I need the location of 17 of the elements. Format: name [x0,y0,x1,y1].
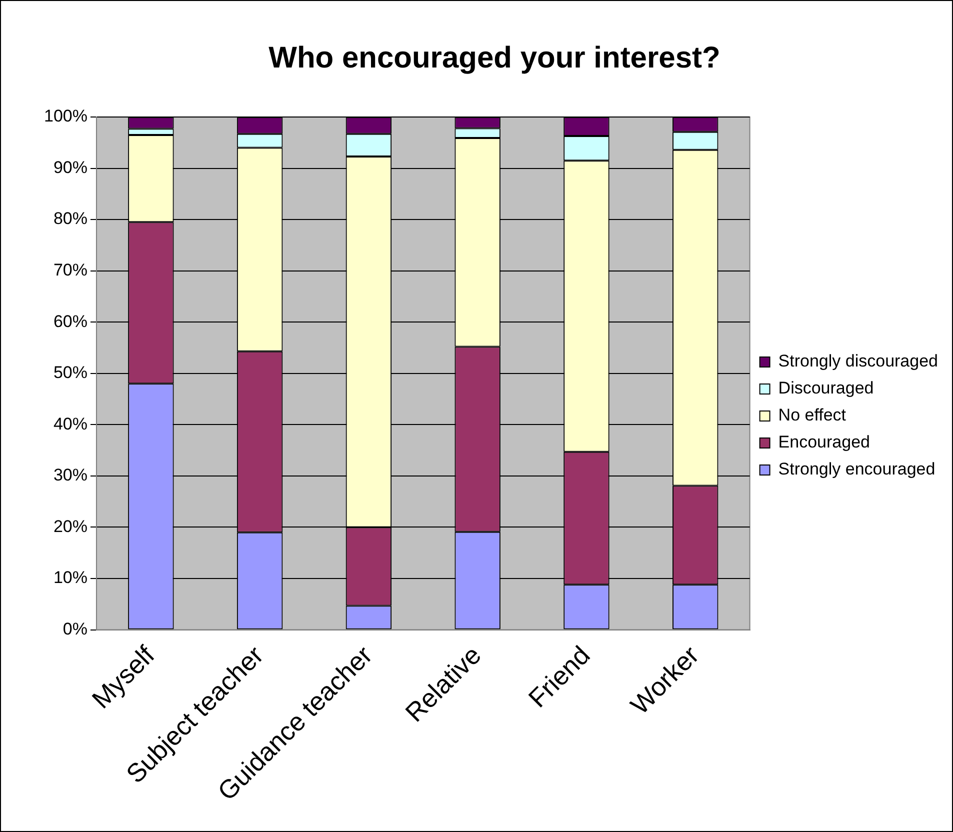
legend-label: Encouraged [778,432,870,452]
y-tick-label: 80% [53,209,88,228]
y-tick-label: 90% [53,158,88,177]
y-tick-label: 100% [44,106,88,126]
y-tick-label: 40% [53,414,88,434]
legend-label: Strongly discouraged [778,352,938,371]
y-tick-label: 10% [53,568,88,588]
chart-title: Who encouraged your interest? [268,41,720,74]
y-tick-label: 50% [53,363,88,382]
legend-label: Strongly encouraged [778,460,936,479]
y-tick-label: 30% [53,466,88,485]
legend-label: No effect [778,406,846,425]
legend-label: Discouraged [778,378,874,398]
y-tick-label: 20% [53,516,88,536]
y-tick-label: 60% [53,312,88,331]
y-tick-label: 0% [62,619,88,638]
y-tick-label: 70% [53,260,88,280]
